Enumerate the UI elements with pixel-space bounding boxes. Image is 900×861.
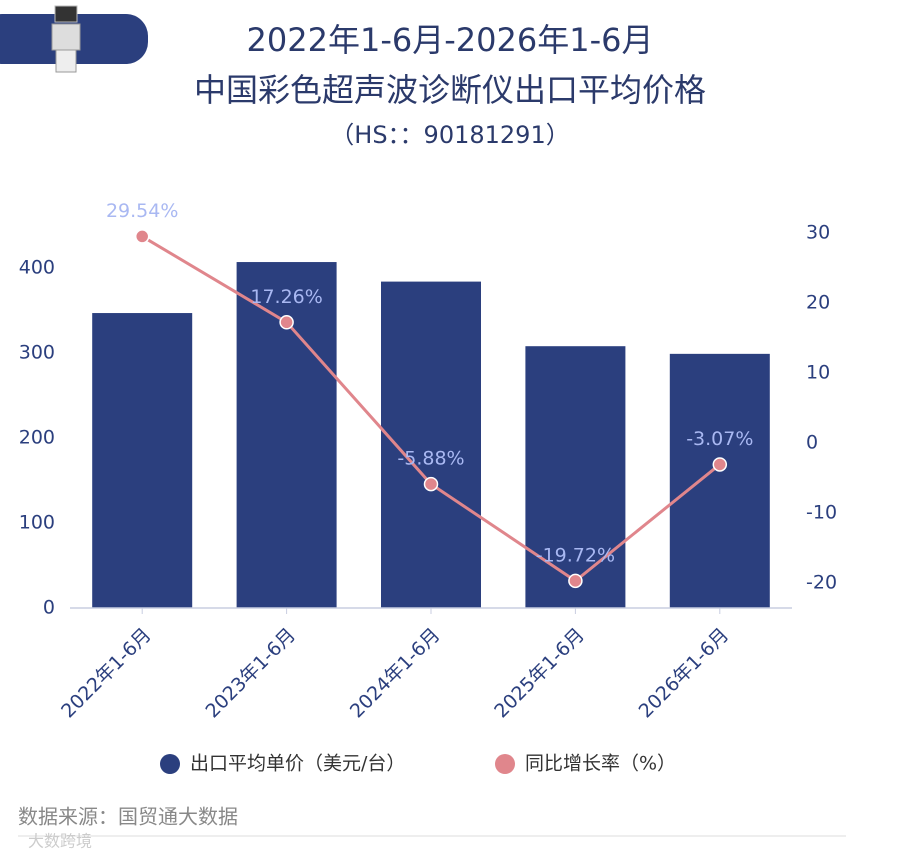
bar (525, 346, 626, 608)
bar (92, 313, 193, 608)
y2-tick-label: -20 (806, 571, 837, 593)
y2-tick-label: -10 (806, 501, 837, 523)
watermark: 大数跨境 (28, 832, 92, 851)
legend-label: 同比增长率（%） (525, 753, 676, 775)
y2-tick-label: 10 (806, 362, 830, 384)
hs-code: （HS：：90181291） (330, 121, 569, 149)
point (134, 229, 150, 244)
chart-title: 2022年1-6月-2026年1-6月 (247, 21, 654, 59)
legend-marker (495, 754, 515, 774)
data-label: 17.26% (250, 286, 322, 308)
y-tick-label: 400 (19, 257, 55, 279)
y-tick-label: 100 (19, 512, 55, 534)
legend-marker (160, 754, 180, 774)
point (279, 315, 294, 330)
y-tick-label: 300 (19, 342, 55, 364)
y2-tick-label: 20 (806, 292, 830, 314)
y-tick-label: 200 (19, 427, 55, 449)
y2-tick-label: 30 (806, 222, 830, 244)
bar (236, 262, 337, 608)
device-icon (51, 5, 81, 73)
data-label: -19.72% (536, 544, 615, 566)
bar (669, 353, 770, 608)
y2-tick-label: 0 (806, 431, 818, 453)
data-label: 29.54% (106, 200, 178, 222)
point (423, 476, 439, 492)
data-label: -3.07% (686, 428, 753, 450)
y-tick-label: 0 (43, 597, 55, 619)
point (712, 457, 728, 472)
source: 数据来源：国贸通大数据 (18, 805, 238, 829)
data-label: -5.88% (397, 448, 464, 470)
legend-label: 出口平均单价（美元/台） (190, 753, 405, 775)
point (568, 573, 583, 589)
chart-subtitle: 中国彩色超声波诊断仪出口平均价格 (194, 71, 706, 109)
